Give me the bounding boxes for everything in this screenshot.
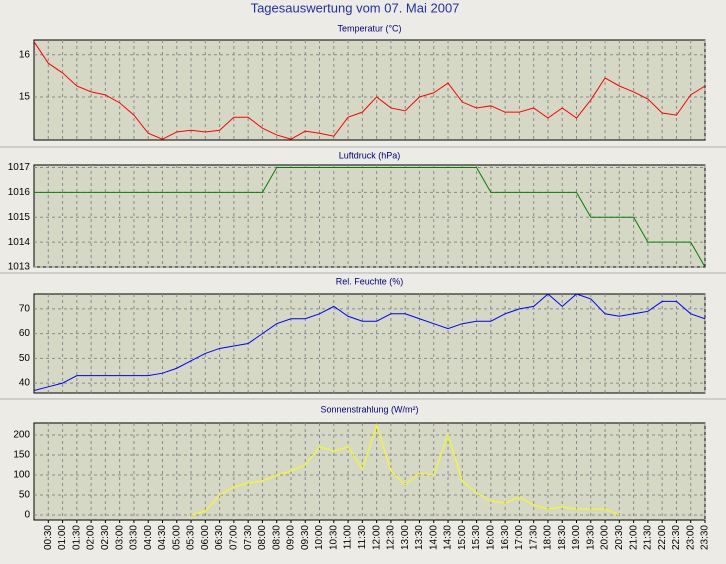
x-tick-label: 17:30 [528,525,539,550]
y-tick-label: 1017 [8,162,31,173]
x-tick-label: 12:00 [371,525,382,550]
x-tick-label: 22:30 [671,525,682,550]
x-tick-label: 23:30 [700,525,711,550]
x-tick-label: 11:00 [343,525,354,550]
y-tick-label: 50 [19,353,31,364]
y-tick-label: 50 [19,490,31,501]
x-tick-label: 15:30 [471,525,482,550]
x-tick-label: 16:30 [500,525,511,550]
data-line [34,166,705,267]
x-tick-label: 05:00 [171,525,182,550]
x-tick-label: 21:30 [643,525,654,550]
x-tick-label: 20:30 [614,525,625,550]
x-tick-label: 22:00 [657,525,668,550]
y-tick-label: 15 [19,92,31,103]
panel-title: Sonnenstrahlung (W/m²) [320,404,418,414]
x-tick-label: 20:00 [600,525,611,550]
plot-area [33,293,706,394]
x-tick-label: 13:30 [414,525,425,550]
x-tick-label: 09:30 [300,525,311,550]
x-tick-label: 23:00 [685,525,696,550]
y-tick-label: 100 [13,470,30,481]
x-tick-label: 19:30 [585,525,596,550]
x-tick-label: 02:30 [100,525,111,550]
x-tick-label: 05:30 [186,525,197,550]
y-tick-label: 70 [19,303,31,314]
panel-title: Temperatur (°C) [337,23,401,33]
x-tick-label: 12:30 [386,525,397,550]
y-tick-label: 60 [19,328,31,339]
x-tick-label: 01:00 [57,525,68,550]
x-tick-label: 19:00 [571,525,582,550]
x-tick-label: 10:30 [328,525,339,550]
x-tick-label: 14:30 [443,525,454,550]
x-tick-label: 03:30 [129,525,140,550]
x-tick-label: 10:00 [314,525,325,550]
x-tick-label: 06:30 [214,525,225,550]
panel-title: Luftdruck (hPa) [339,150,401,160]
plot-area [33,164,706,268]
data-line [190,423,620,516]
x-tick-label: 08:30 [271,525,282,550]
x-tick-label: 18:00 [543,525,554,550]
plot-area [33,422,706,521]
x-tick-label: 09:00 [286,525,297,550]
x-tick-label: 18:30 [557,525,568,550]
y-tick-label: 150 [13,450,30,461]
x-tick-label: 15:00 [457,525,468,550]
x-tick-label: 07:00 [229,525,240,550]
x-tick-label: 02:00 [86,525,97,550]
x-tick-label: 16:00 [485,525,496,550]
panel-title: Rel. Feuchte (%) [336,276,404,286]
x-tick-label: 14:00 [428,525,439,550]
x-tick-label: 17:00 [514,525,525,550]
x-tick-label: 04:00 [143,525,154,550]
x-tick-label: 03:00 [114,525,125,550]
y-tick-label: 40 [19,378,31,389]
page-title: Tagesauswertung vom 07. Mai 2007 [251,0,460,15]
x-tick-label: 04:30 [157,525,168,550]
x-tick-label: 21:00 [628,525,639,550]
x-tick-label: 07:30 [243,525,254,550]
x-tick-label: 13:00 [400,525,411,550]
x-tick-label: 11:30 [357,525,368,550]
y-tick-label: 1013 [8,262,31,273]
y-tick-label: 16 [19,49,31,60]
plot-area [33,39,706,141]
y-tick-label: 1015 [8,212,31,223]
data-line [34,41,705,140]
y-tick-label: 1014 [8,237,31,248]
x-tick-label: 00:30 [43,525,54,550]
x-tick-label: 06:00 [200,525,211,550]
y-tick-label: 1016 [8,187,31,198]
x-tick-label: 08:00 [257,525,268,550]
x-tick-label: 01:30 [71,525,82,550]
y-tick-label: 0 [24,510,30,521]
y-tick-label: 200 [13,430,30,441]
data-line [34,294,705,392]
